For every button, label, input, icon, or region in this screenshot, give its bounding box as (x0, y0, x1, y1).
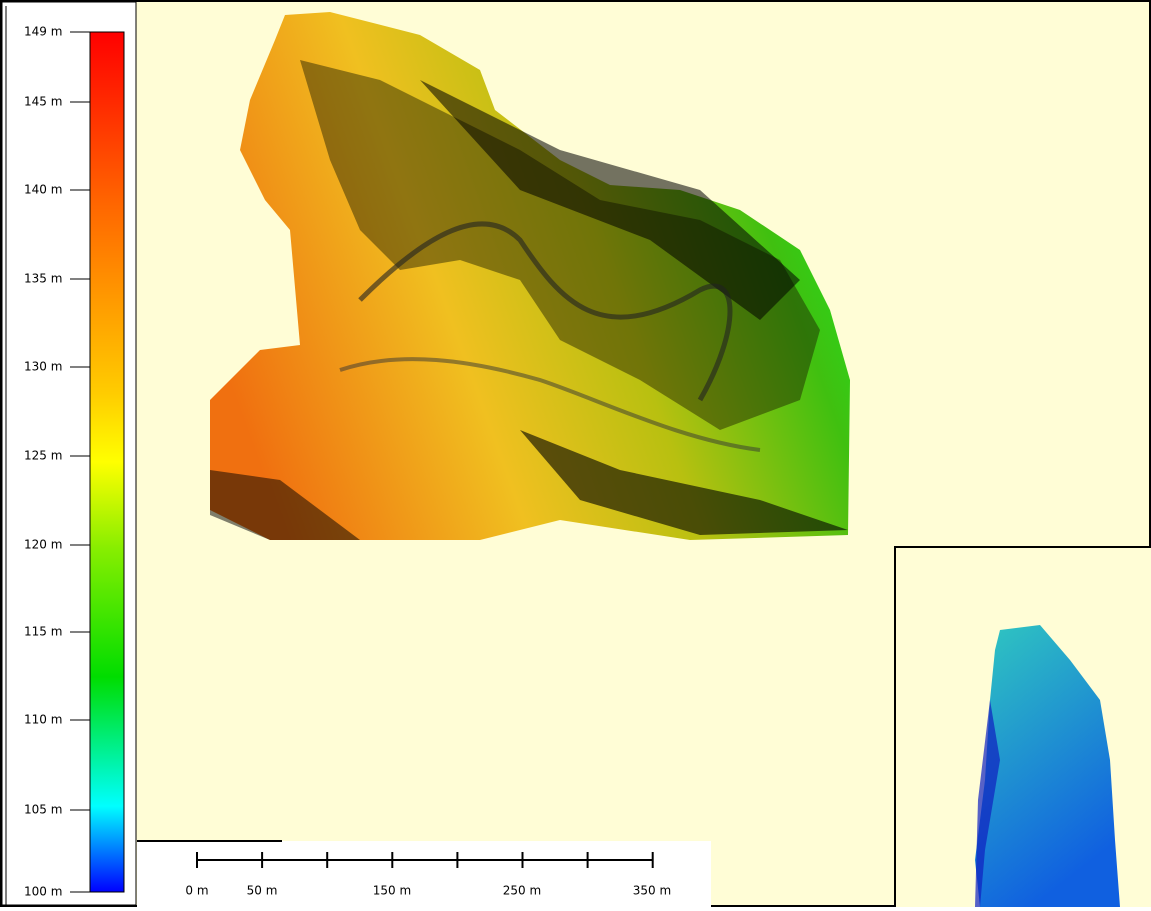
legend: 149 m 145 m 140 m 135 m 130 m 125 m 120 m 115 m… (2, 2, 136, 905)
legend-label: 140 m (24, 183, 62, 197)
map-view: 149 m 145 m 140 m 135 m 130 m 125 m 120 m 115 m… (0, 0, 1151, 907)
scale-bar: 0 m 50 m 150 m 250 m 350 m (137, 841, 711, 907)
legend-label: 100 m (24, 885, 62, 899)
legend-label: 145 m (24, 95, 62, 109)
legend-label: 115 m (24, 625, 62, 639)
scale-label: 350 m (633, 884, 671, 898)
legend-label: 105 m (24, 803, 62, 817)
scale-label: 150 m (373, 884, 411, 898)
legend-label: 149 m (24, 25, 62, 39)
scale-label: 50 m (247, 884, 278, 898)
scale-label: 250 m (503, 884, 541, 898)
inset-map (895, 547, 1151, 907)
legend-label: 130 m (24, 360, 62, 374)
legend-label: 135 m (24, 272, 62, 286)
legend-label: 125 m (24, 449, 62, 463)
legend-label: 110 m (24, 713, 62, 727)
scale-label: 0 m (185, 884, 208, 898)
color-ramp (90, 32, 124, 892)
legend-label: 120 m (24, 538, 62, 552)
